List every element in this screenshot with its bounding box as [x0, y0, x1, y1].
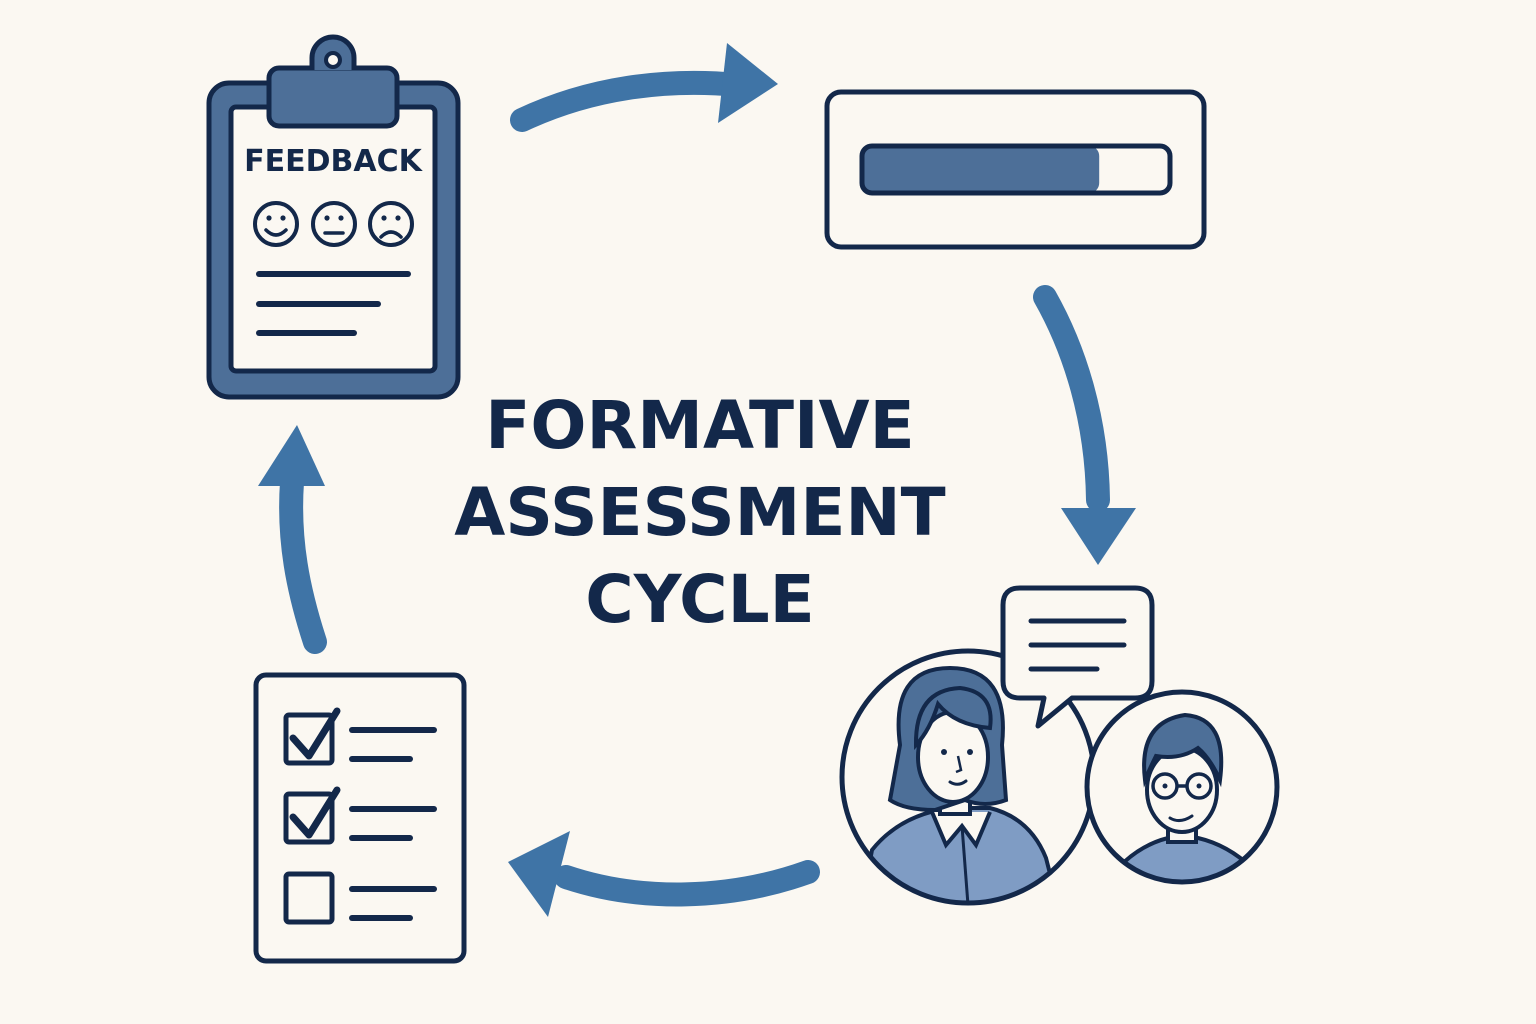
discussion-people-icon [839, 585, 1280, 906]
checklist-row [283, 786, 437, 845]
cycle-arrow-top [510, 43, 778, 132]
feedback-label: FEEDBACK [244, 144, 423, 179]
checked-checkbox-icon [283, 712, 335, 766]
happy-face-icon [253, 201, 299, 247]
title-line-2: ASSESSMENT [454, 474, 945, 551]
title-line-1: FORMATIVE [485, 387, 914, 464]
cycle-arrow-right [1033, 285, 1136, 565]
student-avatar [1084, 689, 1280, 885]
progress-bar-icon [824, 89, 1207, 250]
empty-checkbox-icon [283, 871, 335, 925]
check-mark-icon [289, 707, 341, 760]
progress-bar-track [859, 143, 1173, 196]
title-line-3: CYCLE [585, 561, 814, 638]
sad-face-icon [368, 201, 414, 247]
checked-checkbox-icon [283, 791, 335, 845]
clipboard-icon: FEEDBACK [206, 34, 461, 400]
cycle-arrow-bottom [508, 831, 820, 917]
speech-bubble-icon [1000, 585, 1155, 729]
checklist-row [283, 871, 437, 925]
checklist-icon [253, 672, 467, 964]
neutral-face-icon [311, 201, 357, 247]
teacher-avatar [839, 648, 1097, 906]
check-mark-icon [289, 786, 341, 839]
clipboard-text-lines [256, 271, 411, 336]
cycle-arrow-left [258, 425, 327, 654]
progress-bar-fill [862, 146, 1100, 193]
checklist-row [283, 707, 437, 766]
cycle-title: FORMATIVE ASSESSMENT CYCLE [454, 387, 945, 638]
